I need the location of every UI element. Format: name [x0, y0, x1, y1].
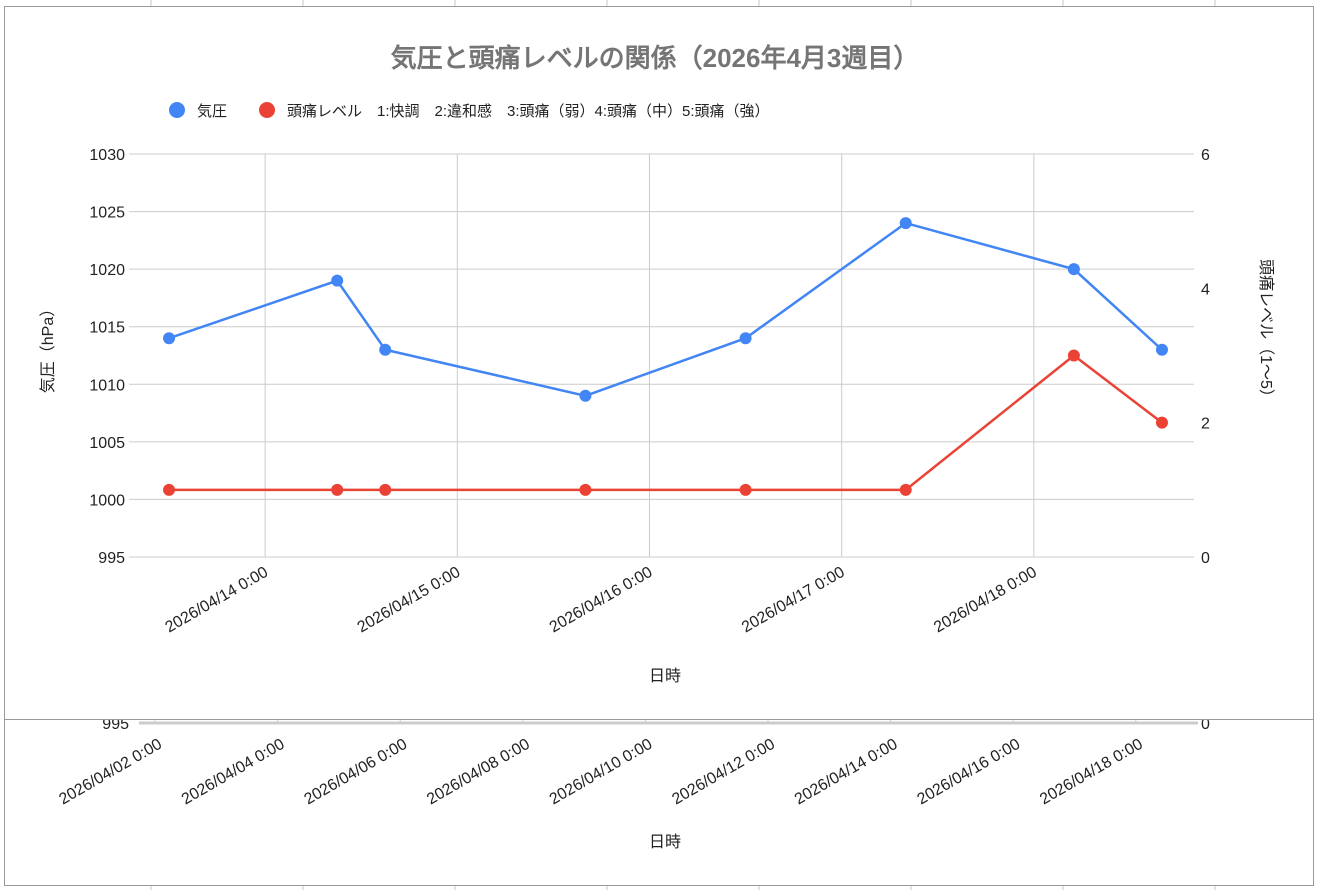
legend-label-pressure: 気圧: [197, 103, 227, 120]
y-left-tick-label: 1005: [89, 435, 125, 452]
headache-point: [163, 483, 176, 496]
background-y-right-min: 0: [1201, 719, 1210, 733]
y-left-tick-label: 1030: [89, 147, 125, 164]
y-right-axis-title: 頭痛レベル（1〜5）: [1257, 259, 1275, 405]
legend-marker-headache: [259, 102, 275, 118]
y-left-tick-label: 1010: [89, 377, 125, 394]
background-x-tick-label: 2026/04/06 0:00: [302, 736, 411, 809]
x-tick-label: 2026/04/14 0:00: [162, 564, 271, 637]
x-tick-label: 2026/04/18 0:00: [931, 564, 1040, 637]
pressure-point: [739, 332, 752, 345]
background-chart[interactable]: 995 0 2026/04/02 0:00 2026/04/04 0:00 2026/0…: [4, 716, 1314, 886]
pressure-line: [168, 221, 1163, 398]
y-left-tick-label: 1025: [89, 205, 125, 222]
background-x-tick-label: 2026/04/12 0:00: [669, 736, 778, 809]
y-left-tick-label: 1020: [89, 262, 125, 279]
y-left-tick-label: 1000: [89, 492, 125, 509]
legend-marker-pressure: [169, 102, 185, 118]
pressure-point: [579, 389, 592, 402]
headache-point: [1067, 349, 1080, 362]
background-x-tick-label: 2026/04/02 0:00: [56, 736, 165, 809]
headache-point: [579, 483, 592, 496]
y-left-axis-title: 気圧（hPa）: [39, 301, 57, 393]
headache-point: [739, 483, 752, 496]
background-x-tick-label: 2026/04/04 0:00: [179, 736, 288, 809]
background-x-axis-title: 日時: [649, 833, 681, 851]
x-tick-label: 2026/04/16 0:00: [547, 564, 656, 637]
background-y-left-min: 995: [102, 719, 129, 733]
pressure-point: [379, 343, 392, 356]
legend-label-headache: 頭痛レベル 1:快調 2:違和感 3:頭痛（弱）4:頭痛（中）5:頭痛（強）: [287, 103, 770, 120]
x-axis-title: 日時: [649, 667, 681, 685]
pressure-point: [1067, 263, 1080, 276]
pressure-point: [331, 274, 344, 287]
x-tick-label: 2026/04/17 0:00: [739, 564, 848, 637]
background-x-tick-label: 2026/04/14 0:00: [792, 736, 901, 809]
chart-svg: 気圧と頭痛レベルの関係（2026年4月3週目） 気圧 頭痛レベル 1:快調 2:違和…: [39, 43, 1275, 685]
y-left-tick-label: 995: [98, 550, 125, 567]
background-x-tick-label: 2026/04/08 0:00: [424, 736, 533, 809]
headache-point: [1155, 416, 1168, 429]
pressure-point: [163, 332, 176, 345]
y-right-tick-label: 0: [1201, 550, 1210, 567]
headache-point: [331, 483, 344, 496]
y-right-tick-label: 4: [1201, 281, 1210, 298]
background-x-tick-label: 2026/04/16 0:00: [915, 736, 1024, 809]
pressure-point: [1155, 343, 1168, 356]
background-x-tick-label: 2026/04/18 0:00: [1037, 736, 1146, 809]
pressure-point: [899, 217, 912, 230]
y-right-tick-label: 6: [1201, 147, 1210, 164]
chart-title: 気圧と頭痛レベルの関係（2026年4月3週目）: [391, 43, 920, 73]
y-right-tick-label: 2: [1201, 416, 1210, 433]
y-left-tick-label: 1015: [89, 320, 125, 337]
headache-point: [899, 483, 912, 496]
chart[interactable]: 気圧と頭痛レベルの関係（2026年4月3週目） 気圧 頭痛レベル 1:快調 2:違和…: [4, 6, 1314, 720]
x-tick-label: 2026/04/15 0:00: [355, 564, 464, 637]
headache-line: [169, 353, 1163, 492]
headache-point: [379, 483, 392, 496]
background-x-tick-label: 2026/04/10 0:00: [547, 736, 656, 809]
